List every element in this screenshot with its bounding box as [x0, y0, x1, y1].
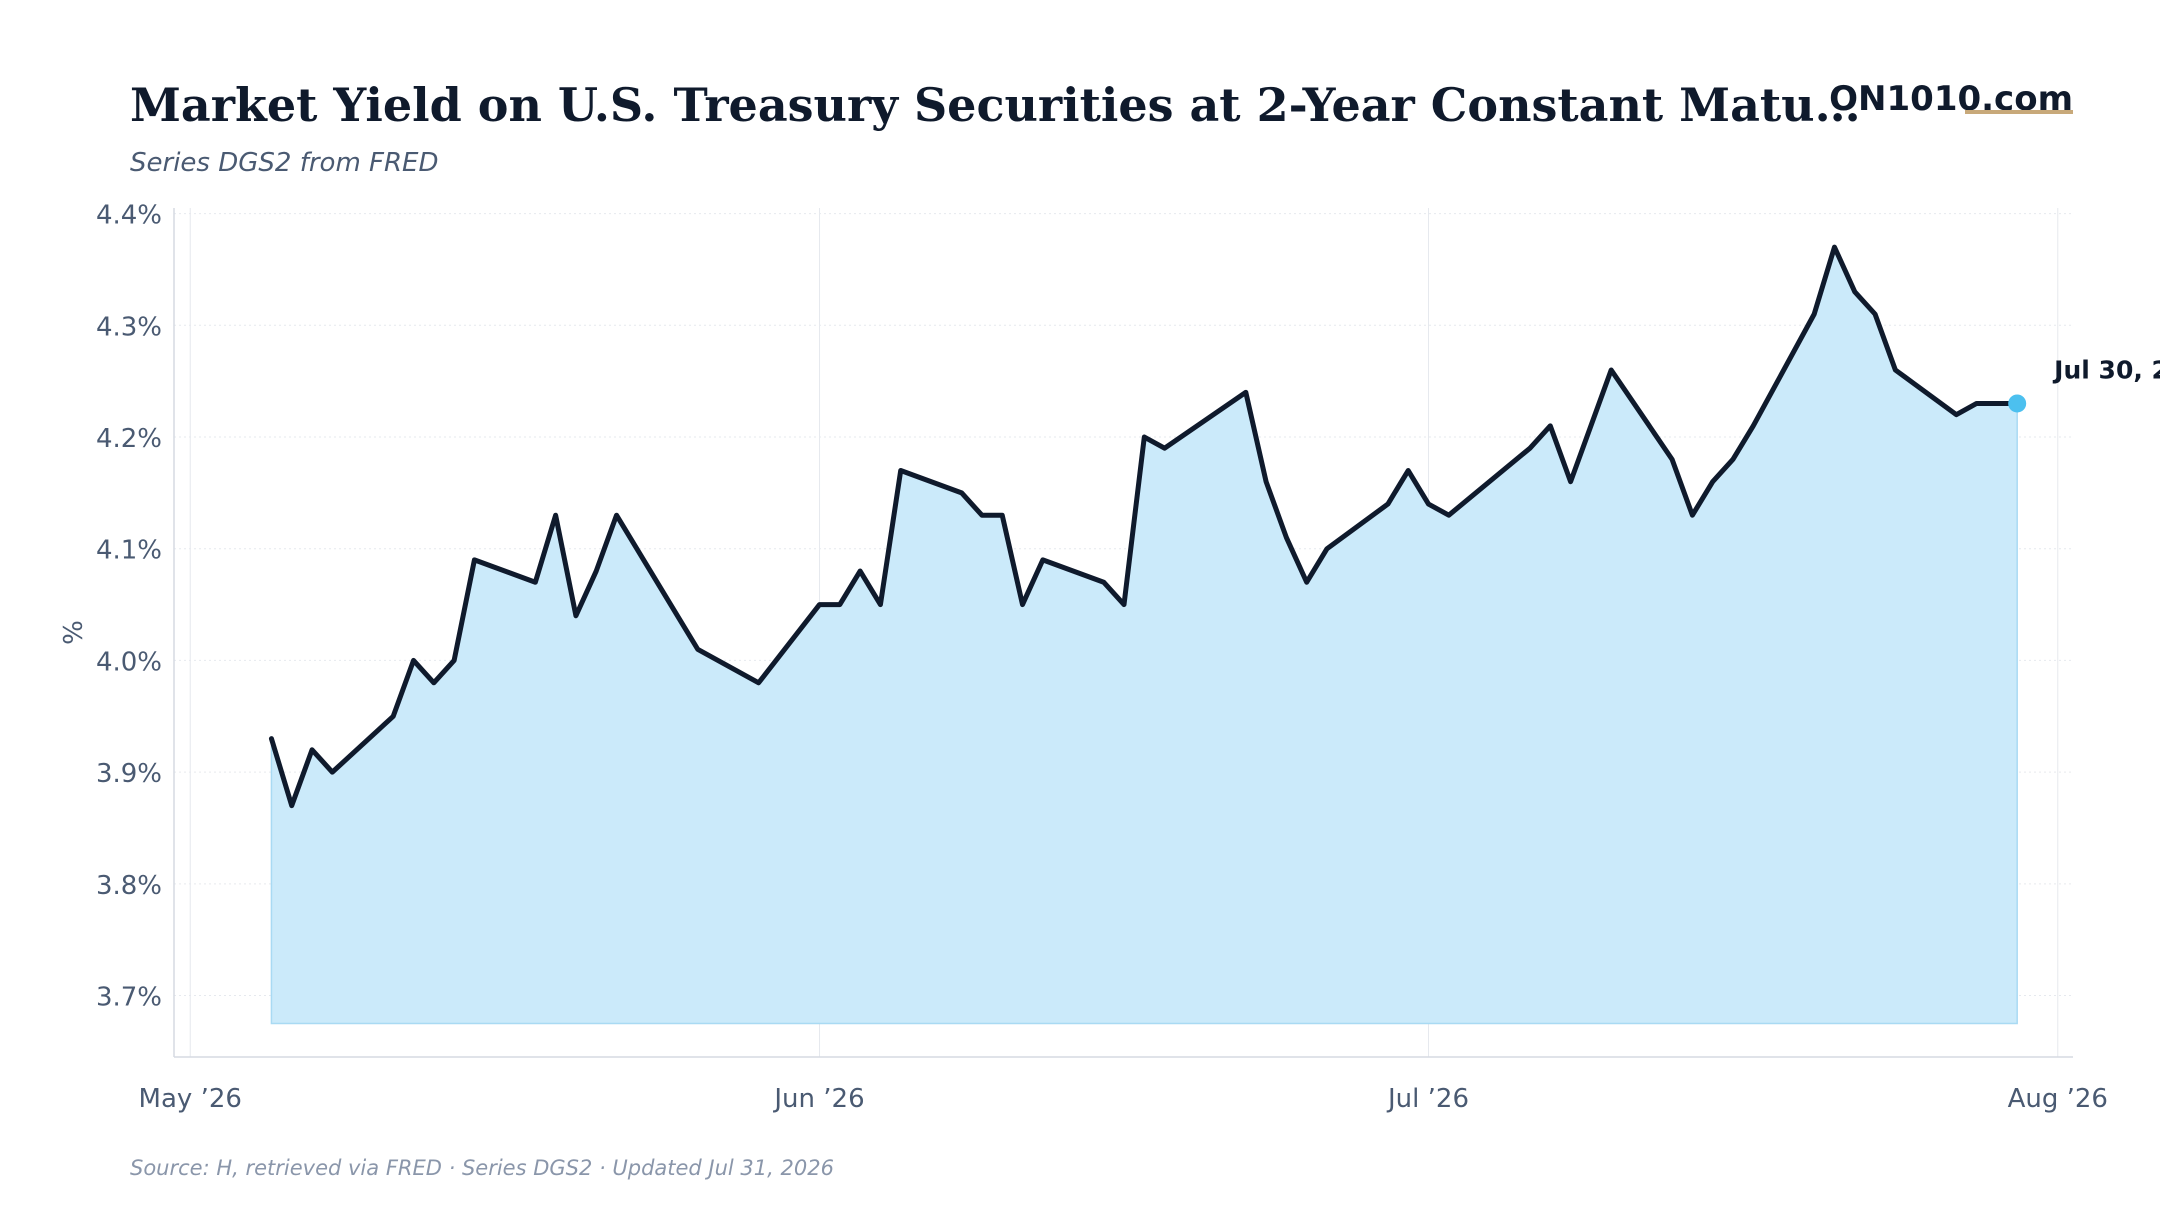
data-point — [1812, 312, 1816, 316]
data-point — [554, 513, 558, 517]
data-point — [980, 513, 984, 517]
brand-underline — [1965, 110, 2073, 114]
data-point — [269, 737, 273, 741]
axes-layer — [173, 208, 2073, 1058]
x-tick-label: Jun ’26 — [772, 1084, 864, 1114]
data-point — [472, 558, 476, 562]
data-point — [1244, 390, 1248, 394]
data-point — [1873, 312, 1877, 316]
data-point — [1163, 446, 1167, 450]
data-point — [1284, 536, 1288, 540]
data-point — [1528, 446, 1532, 450]
data-point — [1264, 480, 1268, 484]
data-point — [838, 603, 842, 607]
y-tick-label: 4.1% — [96, 536, 162, 566]
data-point — [1731, 457, 1735, 461]
data-point — [594, 569, 598, 573]
x-tick-label: Jul ’26 — [1386, 1084, 1469, 1114]
data-point — [412, 658, 416, 662]
x-tick-label: Aug ’26 — [2008, 1084, 2108, 1114]
data-point — [574, 614, 578, 618]
data-point — [696, 647, 700, 651]
data-point — [1609, 368, 1613, 372]
data-point — [1975, 401, 1979, 405]
data-point — [1711, 480, 1715, 484]
data-point — [452, 658, 456, 662]
data-point — [290, 804, 294, 808]
data-point — [615, 513, 619, 517]
data-point — [757, 681, 761, 685]
series-layer — [268, 244, 2027, 1025]
last-value-marker — [2008, 394, 2027, 413]
y-tick-label: 3.8% — [96, 871, 162, 901]
data-point — [1041, 558, 1045, 562]
source-footnote: Source: H, retrieved via FRED · Series D… — [130, 1156, 834, 1180]
data-point — [330, 770, 334, 774]
y-tick-label: 4.3% — [96, 312, 162, 342]
data-point — [1102, 580, 1106, 584]
data-point — [1447, 513, 1451, 517]
data-point — [1893, 368, 1897, 372]
series-area-fill — [270, 244, 2018, 1025]
data-point — [1690, 513, 1694, 517]
data-point — [1325, 547, 1329, 551]
last-value-annotation: Jul 30, 2026 — [2052, 355, 2160, 384]
data-point — [1751, 424, 1755, 428]
data-point — [1122, 603, 1126, 607]
y-tick-label: 3.7% — [96, 983, 162, 1013]
series-line — [268, 244, 2020, 809]
data-point — [1548, 424, 1552, 428]
y-tick-label: 4.2% — [96, 424, 162, 454]
y-tick-label: 4.4% — [96, 201, 162, 231]
data-point — [858, 569, 862, 573]
x-tick-label: May ’26 — [139, 1084, 242, 1114]
data-point — [1386, 502, 1390, 506]
data-point — [1853, 290, 1857, 294]
data-point — [432, 681, 436, 685]
data-point — [1670, 457, 1674, 461]
data-point — [1569, 480, 1573, 484]
chart-subtitle: Series DGS2 from FRED — [130, 148, 439, 178]
data-point — [818, 603, 822, 607]
data-point — [1000, 513, 1004, 517]
data-point — [1406, 469, 1410, 473]
data-point — [1589, 424, 1593, 428]
y-tick-label: 3.9% — [96, 759, 162, 789]
data-point — [1832, 245, 1836, 249]
y-axis-label: % — [59, 620, 89, 645]
labels-layer: 3.7% 3.8% 3.9% 4.0% 4.1% 4.2% 4.3% 4.4% May ’26 J… — [59, 201, 2160, 1114]
data-point — [899, 469, 903, 473]
y-tick-label: 4.0% — [96, 647, 162, 677]
data-point — [1995, 401, 1999, 405]
data-point — [1954, 413, 1958, 417]
data-point — [533, 580, 537, 584]
data-point — [1426, 502, 1430, 506]
data-point — [1142, 435, 1146, 439]
data-point — [1305, 580, 1309, 584]
data-point — [878, 603, 882, 607]
data-point — [960, 491, 964, 495]
data-point — [1021, 603, 1025, 607]
data-point — [310, 748, 314, 752]
data-point — [391, 714, 395, 718]
